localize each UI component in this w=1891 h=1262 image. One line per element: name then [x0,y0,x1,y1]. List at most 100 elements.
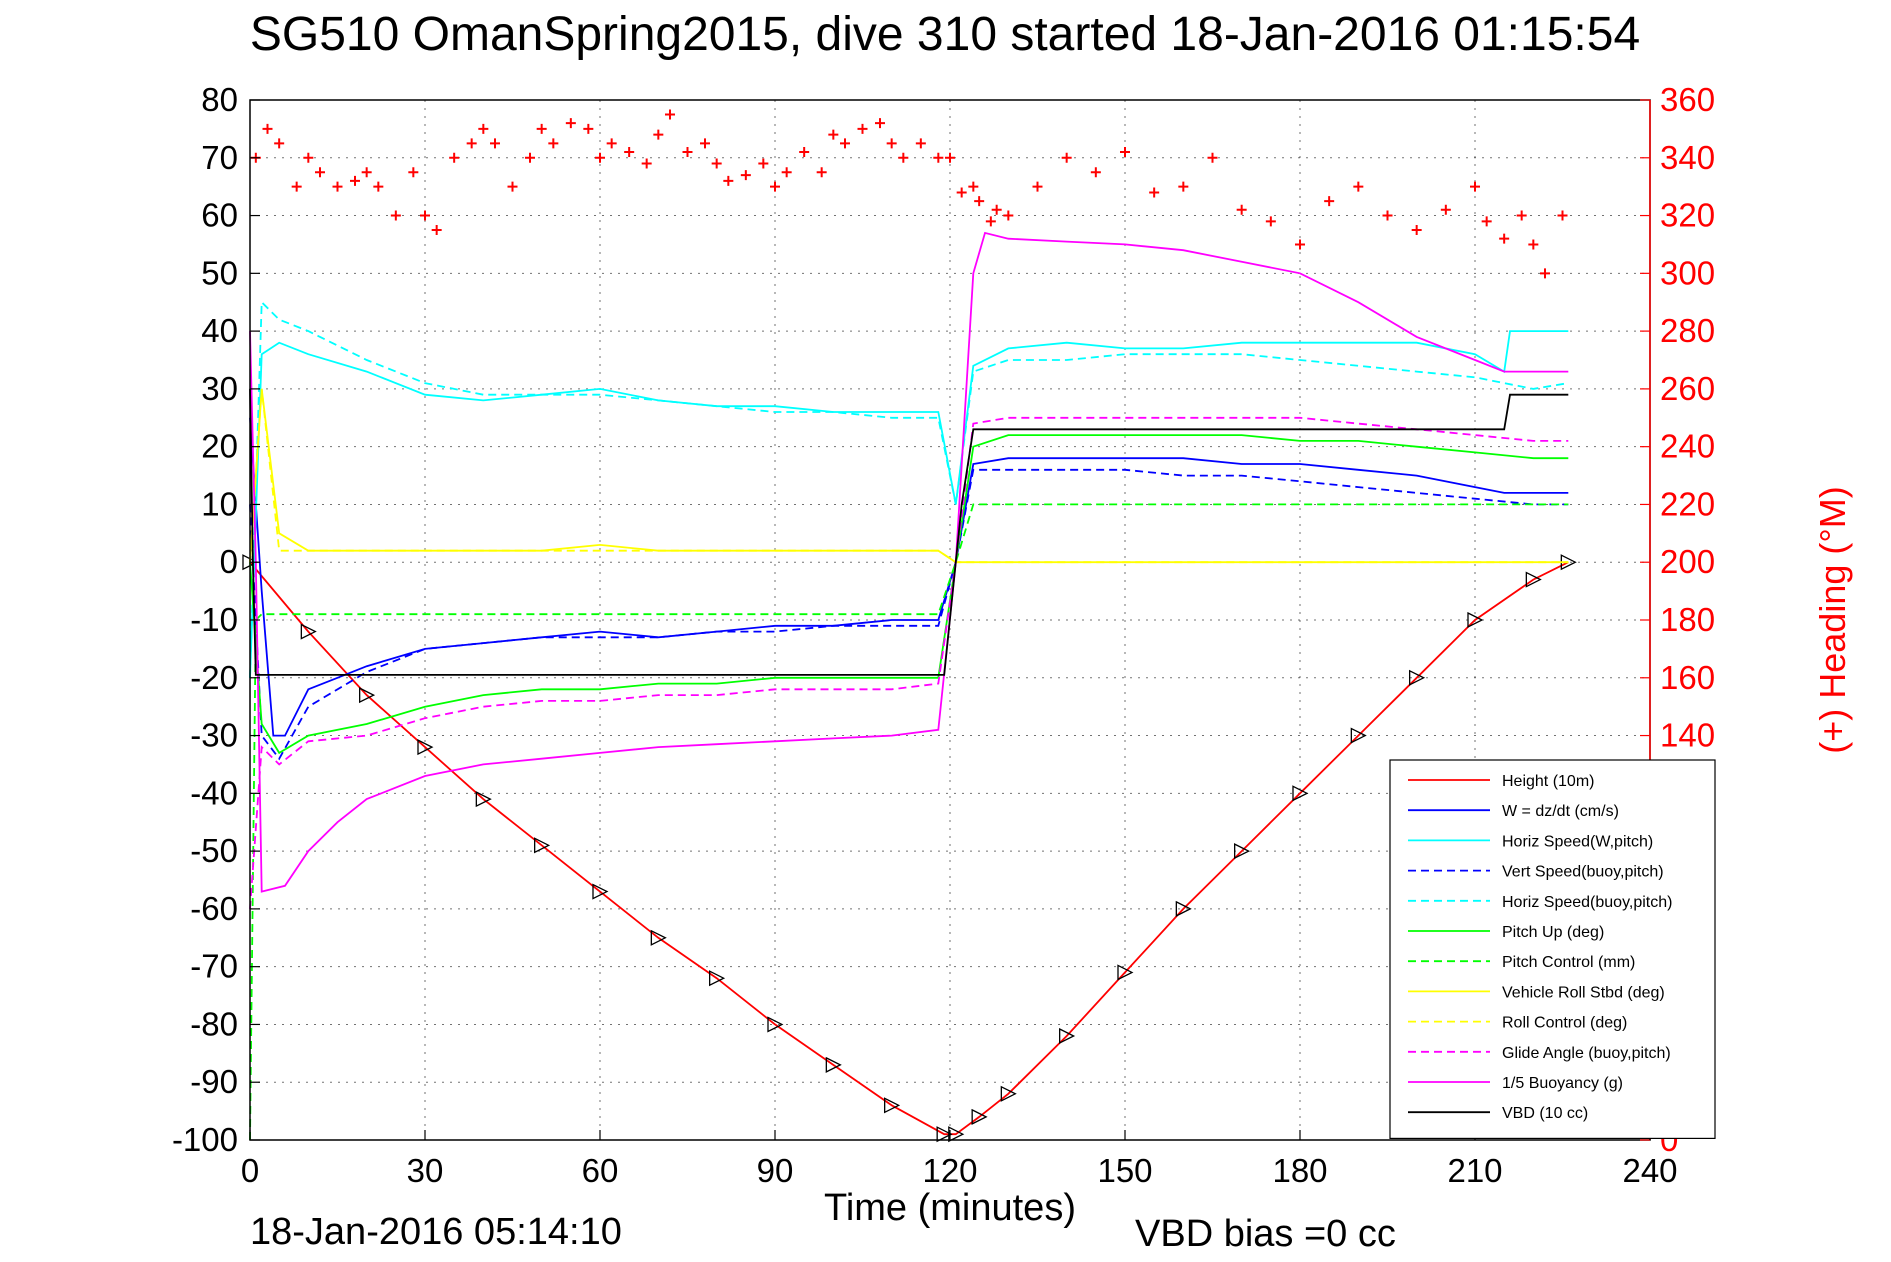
x-tick-label: 0 [241,1152,259,1189]
y-tick-label: 30 [201,370,238,407]
heading-marker [595,152,605,163]
y-tick-label: -10 [190,601,238,638]
series-3 [249,468,1569,761]
y-right-tick-label: 220 [1660,485,1715,522]
y-right-tick-label: 260 [1660,370,1715,407]
y-right-tick-label: 300 [1660,254,1715,291]
heading-marker [653,129,664,140]
series-line [249,388,1569,676]
depth-marker [417,739,434,756]
heading-marker [315,167,325,178]
x-tick-label: 90 [757,1152,794,1189]
heading-marker [490,138,500,149]
y-tick-label: -40 [190,774,238,811]
x-tick-label: 60 [582,1152,619,1189]
y-tick-label: -20 [190,659,238,696]
legend-label: Vert Speed(buoy,pitch) [1502,864,1664,881]
series-line [249,300,1569,678]
heading-marker [956,187,967,198]
y-tick-label: 60 [201,197,238,234]
heading-marker [641,158,652,169]
heading-marker [583,123,594,134]
legend-label: 1/5 Buoyancy (g) [1502,1075,1623,1092]
depth-marker [1409,669,1426,686]
footer-timestamp: 18-Jan-2016 05:14:10 [250,1211,622,1253]
y-axis-left-ticks: 80 70 60 50 40 30 20 10 0 -10 -20 -30 -40 -50 -60 -70 -8… [172,81,260,1158]
heading-marker [875,118,885,129]
legend-label: VBD (10 cc) [1502,1105,1588,1122]
heading-marker [478,123,489,134]
depth-marker [1467,611,1484,629]
x-tick-label: 210 [1447,1152,1502,1189]
heading-marker [1540,268,1550,279]
heading-marker [350,175,360,186]
x-tick-label: 180 [1272,1152,1327,1189]
depth-marker [936,1126,953,1143]
heading-marker [624,147,635,157]
heading-marker [991,204,1002,215]
heading-marker [915,138,926,149]
x-axis-label: Time (minutes) [824,1187,1076,1229]
x-tick-label: 150 [1097,1152,1152,1189]
y-right-tick-label: 180 [1660,601,1715,638]
y-right-tick-label: 240 [1660,428,1715,465]
series-line [249,561,1569,1136]
heading-marker [1149,187,1160,198]
heading-marker [1528,239,1539,250]
x-tick-label: 30 [407,1152,444,1189]
depth-marker [1234,843,1251,860]
depth-marker [767,1016,784,1033]
legend-label: Glide Angle (buoy,pitch) [1502,1045,1671,1062]
heading-marker [1236,204,1247,215]
series-line [249,468,1569,761]
heading-marker [1411,225,1422,235]
series-8 [249,388,1569,564]
heading-marker [408,167,419,178]
series-4 [249,300,1569,678]
depth-marker [1059,1027,1076,1045]
depth-marker [650,929,667,946]
footer-vbd-bias: VBD bias =0 cc [1135,1213,1396,1255]
heading-marker [1061,152,1072,163]
heading-marker [840,138,850,149]
heading-marker [1481,216,1492,227]
heading-marker [361,167,372,178]
series-line [249,434,1569,755]
y-tick-label: -90 [190,1063,238,1100]
heading-marker [507,181,518,192]
legend-label: Horiz Speed(W,pitch) [1502,833,1653,850]
y-right-tick-label: 160 [1660,659,1715,696]
series-line [249,231,1569,893]
heading-marker [274,138,285,149]
heading-marker [390,210,401,221]
legend-label: Vehicle Roll Stbd (deg) [1502,984,1665,1001]
series-2 [249,330,1569,678]
heading-marker [1003,210,1014,221]
heading-marker [1499,233,1510,244]
x-tick-label: 240 [1622,1152,1677,1189]
depth-marker [475,791,492,808]
series-1 [249,417,1569,737]
depth-marker [300,623,317,640]
heading-marker [1207,152,1218,163]
series-line [249,503,1569,1141]
x-axis-ticks: 0 30 60 90 120 150 180 210 240 [241,1130,1678,1189]
series-lines [242,109,1577,1143]
chart-title: SG510 OmanSpring2015, dive 310 started 1… [250,8,1640,61]
x-tick-label: 120 [922,1152,977,1189]
y-right-tick-label: 200 [1660,543,1715,580]
depth-marker [592,883,609,900]
depth-marker [534,837,551,854]
y-tick-label: 10 [201,485,238,522]
legend: Height (10m) W = dz/dt (cm/s) Horiz Speed(… [1389,759,1716,1139]
heading-marker [898,152,909,163]
heading-marker [332,181,343,192]
series-line [249,417,1569,737]
series-6 [249,503,1569,1141]
y-tick-label: -30 [190,717,238,754]
legend-label: Roll Control (deg) [1502,1015,1627,1032]
heading-marker [723,175,734,186]
series-12 [250,109,1568,279]
heading-marker [536,123,547,134]
legend-label: Height (10m) [1502,773,1594,790]
